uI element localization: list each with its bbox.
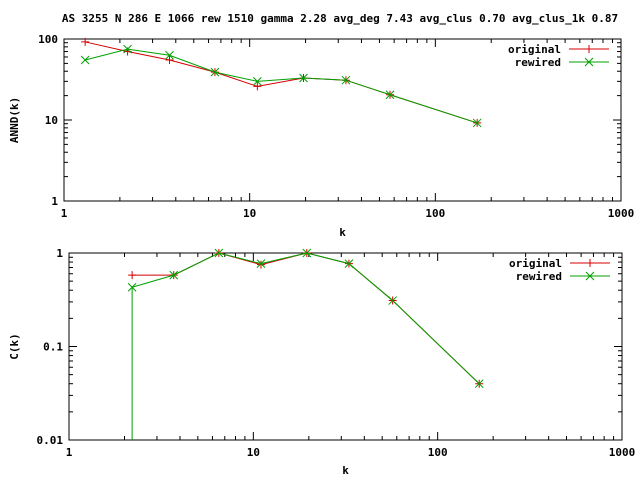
data-point-original xyxy=(128,271,137,280)
x-tick-label: 100 xyxy=(428,446,448,459)
data-point-rewired xyxy=(214,248,224,258)
y-tick-label: 100 xyxy=(38,33,58,46)
data-point-original xyxy=(256,260,265,269)
legend-marker-rewired xyxy=(585,271,595,281)
data-point-rewired xyxy=(256,259,266,268)
data-point-rewired xyxy=(344,259,354,268)
y-tick-label: 0.1 xyxy=(43,341,63,354)
legend-label-original: original xyxy=(509,257,562,270)
x-tick-label: 1 xyxy=(61,207,68,220)
y-axis-label: C(k) xyxy=(8,333,21,360)
legend-label-rewired: rewired xyxy=(515,56,561,69)
y-axis-label: ANND(k) xyxy=(8,97,21,143)
x-tick-label: 10 xyxy=(243,207,256,220)
legend-marker-rewired xyxy=(584,57,594,67)
y-tick-label: 0.01 xyxy=(37,434,64,447)
data-point-rewired xyxy=(388,296,398,305)
y-tick-label: 10 xyxy=(45,114,58,127)
data-point-rewired xyxy=(252,76,262,86)
chart-title: AS 3255 N 286 E 1066 rew 1510 gamma 2.28… xyxy=(62,12,618,25)
series-line-rewired xyxy=(131,252,480,440)
x-tick-label: 1000 xyxy=(608,207,635,220)
series-line-original xyxy=(85,41,478,124)
data-point-rewired xyxy=(299,73,308,83)
data-point-rewired xyxy=(302,248,312,258)
x-tick-label: 1000 xyxy=(609,446,636,459)
data-point-rewired xyxy=(123,44,132,54)
data-point-rewired xyxy=(474,379,484,389)
data-point-rewired xyxy=(165,50,174,60)
data-point-rewired xyxy=(341,75,351,85)
data-point-rewired xyxy=(472,118,482,128)
series-line-rewired xyxy=(85,48,478,124)
series-rewired: rewired xyxy=(127,248,610,440)
legend-label-original: original xyxy=(508,43,561,56)
legend-label-rewired: rewired xyxy=(516,270,562,283)
x-tick-label: 1 xyxy=(66,446,73,459)
data-point-rewired xyxy=(80,55,90,65)
y-tick-label: 1 xyxy=(56,247,63,260)
series-original: original xyxy=(81,37,609,127)
data-point-rewired xyxy=(127,282,137,292)
y-tick-label: 1 xyxy=(51,195,58,208)
x-tick-label: 100 xyxy=(425,207,445,220)
x-tick-label: 10 xyxy=(247,446,260,459)
series-line-original xyxy=(132,252,480,385)
data-point-original xyxy=(165,56,174,65)
data-point-original xyxy=(81,37,90,46)
data-point-rewired xyxy=(385,90,395,100)
data-point-rewired xyxy=(210,67,220,77)
data-point-rewired xyxy=(169,270,179,280)
series-rewired: rewired xyxy=(80,44,609,128)
plots-group: 1 10 100 1000110100kANND(k)originalrewired1… xyxy=(8,33,635,477)
x-axis-label: k xyxy=(339,226,346,239)
data-point-original xyxy=(253,82,262,91)
x-axis-label: k xyxy=(342,464,349,477)
